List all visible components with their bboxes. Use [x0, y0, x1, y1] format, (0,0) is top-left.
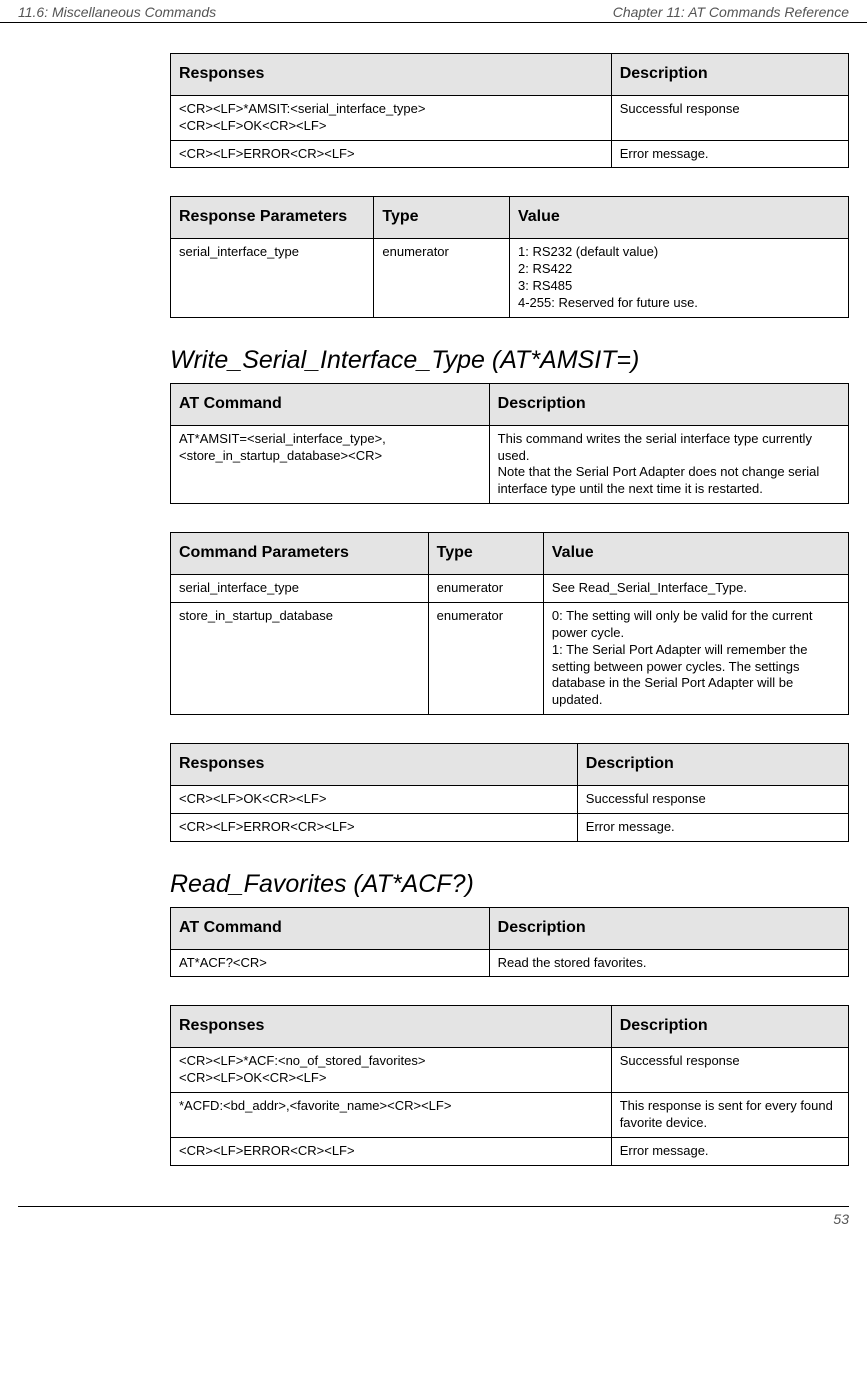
at-command-table-2: AT Command Description AT*ACF?<CR> Read …: [170, 907, 849, 978]
heading-write-serial-interface-type: Write_Serial_Interface_Type (AT*AMSIT=): [170, 346, 849, 375]
cell: 0: The setting will only be valid for th…: [543, 602, 848, 714]
cell: *ACFD:<bd_addr>,<favorite_name><CR><LF>: [171, 1093, 612, 1138]
cell: Successful response: [611, 1048, 848, 1093]
th-at-command: AT Command: [171, 907, 490, 949]
cell: store_in_startup_database: [171, 602, 429, 714]
cell: <CR><LF>*ACF:<no_of_stored_favorites> <C…: [171, 1048, 612, 1093]
command-parameters-table: Command Parameters Type Value serial_int…: [170, 532, 849, 715]
cell: This response is sent for every found fa…: [611, 1093, 848, 1138]
cell: enumerator: [428, 574, 543, 602]
th-description: Description: [489, 907, 848, 949]
responses-table-1: Responses Description <CR><LF>*AMSIT:<se…: [170, 53, 849, 168]
cell: <CR><LF>ERROR<CR><LF>: [171, 1137, 612, 1165]
heading-read-favorites: Read_Favorites (AT*ACF?): [170, 870, 849, 899]
cell: serial_interface_type: [171, 574, 429, 602]
cell: Successful response: [611, 95, 848, 140]
th-type: Type: [428, 533, 543, 575]
th-responses: Responses: [171, 744, 578, 786]
content-area: Responses Description <CR><LF>*AMSIT:<se…: [0, 23, 867, 1166]
th-value: Value: [543, 533, 848, 575]
cell: Error message.: [611, 140, 848, 168]
th-type: Type: [374, 197, 510, 239]
cell: serial_interface_type: [171, 239, 374, 318]
cell: <CR><LF>ERROR<CR><LF>: [171, 140, 612, 168]
cell: Error message.: [611, 1137, 848, 1165]
cell: See Read_Serial_Interface_Type.: [543, 574, 848, 602]
th-cmd-params: Command Parameters: [171, 533, 429, 575]
th-value: Value: [509, 197, 848, 239]
th-description: Description: [611, 54, 848, 96]
th-at-command: AT Command: [171, 383, 490, 425]
at-command-table-1: AT Command Description AT*AMSIT=<serial_…: [170, 383, 849, 504]
responses-table-3: Responses Description <CR><LF>*ACF:<no_o…: [170, 1005, 849, 1165]
cell: This command writes the serial interface…: [489, 425, 848, 504]
th-responses: Responses: [171, 54, 612, 96]
cell: AT*ACF?<CR>: [171, 949, 490, 977]
th-description: Description: [577, 744, 848, 786]
header-right: Chapter 11: AT Commands Reference: [613, 4, 849, 20]
cell: <CR><LF>ERROR<CR><LF>: [171, 813, 578, 841]
th-resp-params: Response Parameters: [171, 197, 374, 239]
cell: Read the stored favorites.: [489, 949, 848, 977]
cell: Error message.: [577, 813, 848, 841]
cell: <CR><LF>OK<CR><LF>: [171, 786, 578, 814]
th-description: Description: [489, 383, 848, 425]
th-description: Description: [611, 1006, 848, 1048]
cell: 1: RS232 (default value) 2: RS422 3: RS4…: [509, 239, 848, 318]
responses-table-2: Responses Description <CR><LF>OK<CR><LF>…: [170, 743, 849, 842]
th-responses: Responses: [171, 1006, 612, 1048]
header-left: 11.6: Miscellaneous Commands: [18, 4, 216, 20]
cell: Successful response: [577, 786, 848, 814]
cell: enumerator: [374, 239, 510, 318]
page-header: 11.6: Miscellaneous Commands Chapter 11:…: [0, 0, 867, 23]
page-number: 53: [0, 1207, 867, 1227]
cell: <CR><LF>*AMSIT:<serial_interface_type> <…: [171, 95, 612, 140]
cell: enumerator: [428, 602, 543, 714]
cell: AT*AMSIT=<serial_interface_type>, <store…: [171, 425, 490, 504]
response-parameters-table: Response Parameters Type Value serial_in…: [170, 196, 849, 317]
